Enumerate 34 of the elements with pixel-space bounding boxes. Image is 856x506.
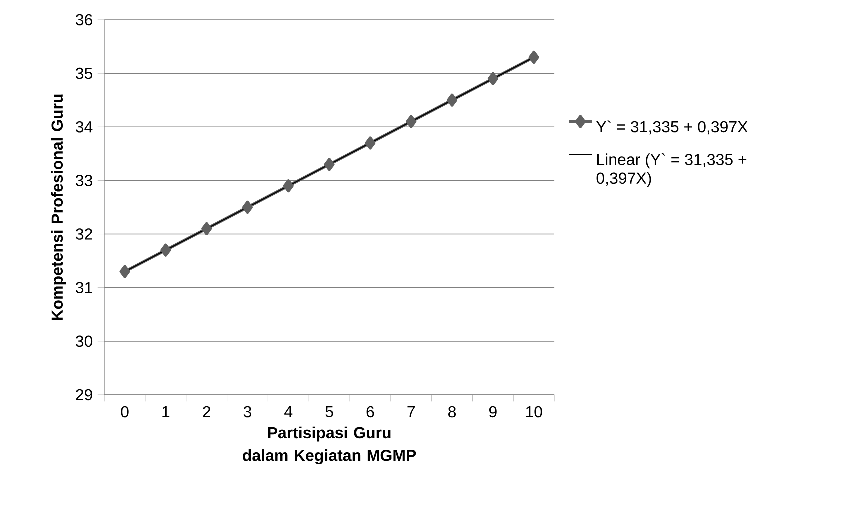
x-tick-label: 5 [326, 406, 334, 418]
point [447, 94, 458, 107]
legend-label: Linear (Y` = 31,335 + 0,397X) [596, 153, 747, 188]
x-axis-title: Partisipasi Guru dalam Kegiatan MGMP [243, 426, 416, 464]
x-tick-label: 9 [489, 406, 497, 418]
point [406, 115, 417, 128]
y-tick-label: 32 [76, 228, 92, 240]
y-axis-title: Kompetensi Profesional Guru [51, 94, 66, 320]
y-tick-label: 31 [76, 282, 92, 294]
y-tick-label: 33 [76, 175, 92, 186]
legend-label: Y` = 31,335 + 0,397X [596, 120, 748, 135]
point [528, 50, 540, 64]
point [324, 158, 335, 172]
point [160, 244, 172, 257]
point [242, 200, 254, 214]
x-tick-label: 7 [408, 406, 416, 418]
x-tick-label: 2 [203, 406, 210, 418]
x-tick-label: 10 [526, 406, 542, 418]
y-tick-label: 34 [76, 121, 93, 133]
point [202, 222, 212, 236]
x-tick-label: 8 [448, 406, 456, 418]
x-tick-label: 1 [162, 406, 170, 418]
point [365, 136, 376, 150]
y-tick-label: 29 [76, 389, 92, 401]
x-tick-label: 0 [121, 406, 129, 418]
point [283, 180, 294, 193]
y-tick-label: 35 [76, 68, 92, 80]
x-tick-label: 3 [244, 406, 252, 418]
point [120, 265, 130, 278]
y-tick-label: 30 [76, 336, 93, 348]
x-tick-label: 6 [366, 406, 374, 418]
point [488, 72, 498, 86]
y-tick-label: 36 [76, 14, 92, 26]
x-tick-label: 4 [284, 406, 293, 418]
